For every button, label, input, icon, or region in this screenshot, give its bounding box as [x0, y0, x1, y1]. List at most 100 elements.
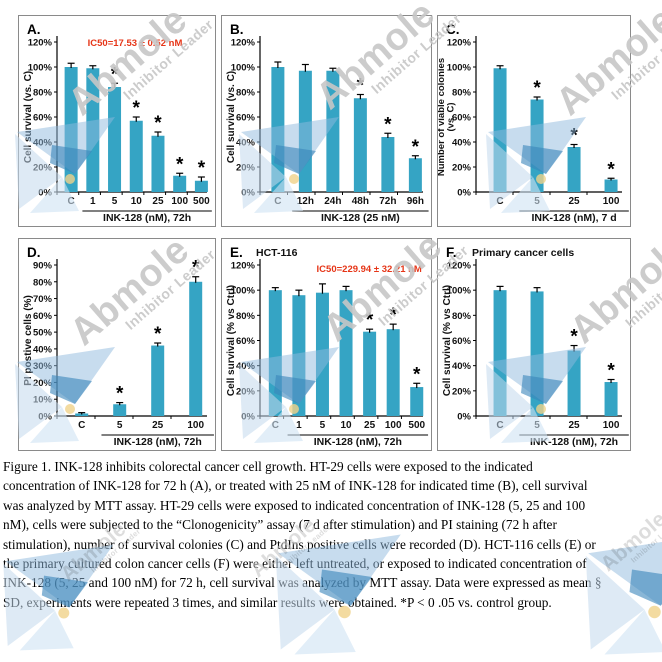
- caption-line: was analyzed by MTT assay. HT-29 cells w…: [3, 496, 661, 515]
- y-tick-label: 90%: [33, 261, 53, 272]
- bar: [410, 387, 423, 416]
- significance-asterisk: *: [357, 76, 365, 97]
- x-category-label: C: [496, 196, 503, 207]
- y-axis-label: (vs. C): [446, 102, 457, 131]
- x-category-label: 12h: [297, 196, 314, 207]
- y-tick-label: 20%: [33, 378, 53, 389]
- y-tick-label: 60%: [236, 336, 256, 347]
- bar: [326, 71, 339, 192]
- y-tick-label: 0%: [457, 412, 471, 423]
- bar: [605, 180, 618, 193]
- y-tick-label: 80%: [452, 311, 472, 322]
- x-category-label: 25: [568, 420, 580, 431]
- ic50-annotation: IC50=229.94 ± 32.21 nM: [317, 264, 422, 275]
- figure-caption: Figure 1. INK-128 inhibits colorectal ca…: [3, 457, 661, 612]
- y-tick-label: 60%: [236, 113, 256, 124]
- y-tick-label: 0%: [38, 188, 52, 199]
- significance-asterisk: *: [366, 310, 374, 331]
- y-tick-label: 10%: [33, 395, 53, 406]
- y-tick-label: 60%: [452, 336, 472, 347]
- bar: [531, 291, 544, 416]
- y-tick-label: 40%: [452, 138, 472, 149]
- x-category-label: C: [496, 420, 503, 431]
- y-axis-label: Cell survival (% vs Ctrl): [442, 285, 453, 396]
- y-tick-label: 20%: [236, 386, 256, 397]
- bar: [340, 290, 353, 416]
- significance-asterisk: *: [198, 158, 206, 179]
- x-category-label: 100: [171, 196, 188, 207]
- significance-asterisk: *: [192, 258, 200, 279]
- y-tick-label: 20%: [33, 163, 53, 174]
- significance-asterisk: *: [133, 98, 141, 119]
- significance-asterisk: *: [111, 64, 119, 85]
- panel-letter: C.: [446, 22, 460, 37]
- bar: [130, 121, 143, 192]
- y-tick-label: 80%: [33, 88, 53, 99]
- bar: [65, 67, 78, 192]
- x-category-label: 5: [534, 196, 540, 207]
- caption-line: stimulation), number of survival colonie…: [3, 535, 661, 554]
- y-tick-label: 40%: [452, 361, 472, 372]
- y-tick-label: 80%: [33, 277, 53, 288]
- x-category-label: 10: [131, 196, 143, 207]
- bar: [299, 71, 312, 192]
- x-category-label: 5: [117, 420, 123, 431]
- x-axis-label: INK-128 (25 nM): [321, 212, 400, 224]
- y-tick-label: 40%: [236, 361, 256, 372]
- y-axis-label: Cell survival (vs. C): [226, 71, 237, 163]
- x-category-label: C: [274, 196, 281, 207]
- chart-C.: 0%20%40%60%80%100%120%C*5*25*100INK-128 …: [438, 16, 630, 226]
- bar: [494, 68, 507, 192]
- y-tick-label: 0%: [457, 188, 471, 199]
- chart-D.: 0%10%20%30%40%50%60%70%80%90%C*5*25*100I…: [19, 239, 215, 450]
- significance-asterisk: *: [176, 154, 184, 175]
- x-category-label: 5: [534, 420, 540, 431]
- y-tick-label: 100%: [447, 63, 472, 74]
- caption-line: the primary cultured colon cancer cells …: [3, 554, 661, 573]
- logo-triangle: [605, 610, 662, 655]
- x-category-label: 48h: [352, 196, 369, 207]
- caption-line: Figure 1. INK-128 inhibits colorectal ca…: [3, 457, 661, 476]
- y-tick-label: 40%: [33, 138, 53, 149]
- panel-letter: B.: [230, 22, 244, 37]
- significance-asterisk: *: [154, 324, 162, 345]
- x-category-label: 25: [568, 196, 580, 207]
- caption-line: SD, experiments were repeated 3 times, a…: [3, 593, 661, 612]
- bar: [354, 98, 367, 192]
- y-axis-label: Cell survival (vs. C): [23, 71, 34, 163]
- logo-triangle: [20, 611, 74, 651]
- y-tick-label: 50%: [33, 328, 53, 339]
- panel-letter: F.: [446, 245, 457, 260]
- y-tick-label: 70%: [33, 294, 53, 305]
- x-category-label: 100: [603, 420, 620, 431]
- caption-line: nM), cells were subjected to the “Clonog…: [3, 515, 661, 534]
- significance-asterisk: *: [389, 305, 397, 326]
- x-axis-label: INK-128 (nM), 7 d: [531, 212, 616, 224]
- x-axis-label: INK-128 (nM), 72h: [114, 436, 202, 448]
- x-category-label: C: [67, 196, 74, 207]
- bar: [195, 181, 208, 192]
- x-category-label: 72h: [379, 196, 396, 207]
- bar: [108, 87, 121, 192]
- significance-asterisk: *: [607, 159, 615, 180]
- bar: [568, 351, 581, 416]
- y-tick-label: 60%: [33, 113, 53, 124]
- significance-asterisk: *: [607, 361, 615, 382]
- bar: [363, 332, 376, 416]
- x-category-label: 5: [112, 196, 118, 207]
- bar: [269, 290, 282, 416]
- panel-letter: D.: [27, 245, 41, 260]
- y-tick-label: 80%: [236, 311, 256, 322]
- bar: [568, 147, 581, 192]
- bar: [151, 136, 164, 192]
- y-axis-label: Cell survival (% vs Ctrl): [226, 285, 237, 396]
